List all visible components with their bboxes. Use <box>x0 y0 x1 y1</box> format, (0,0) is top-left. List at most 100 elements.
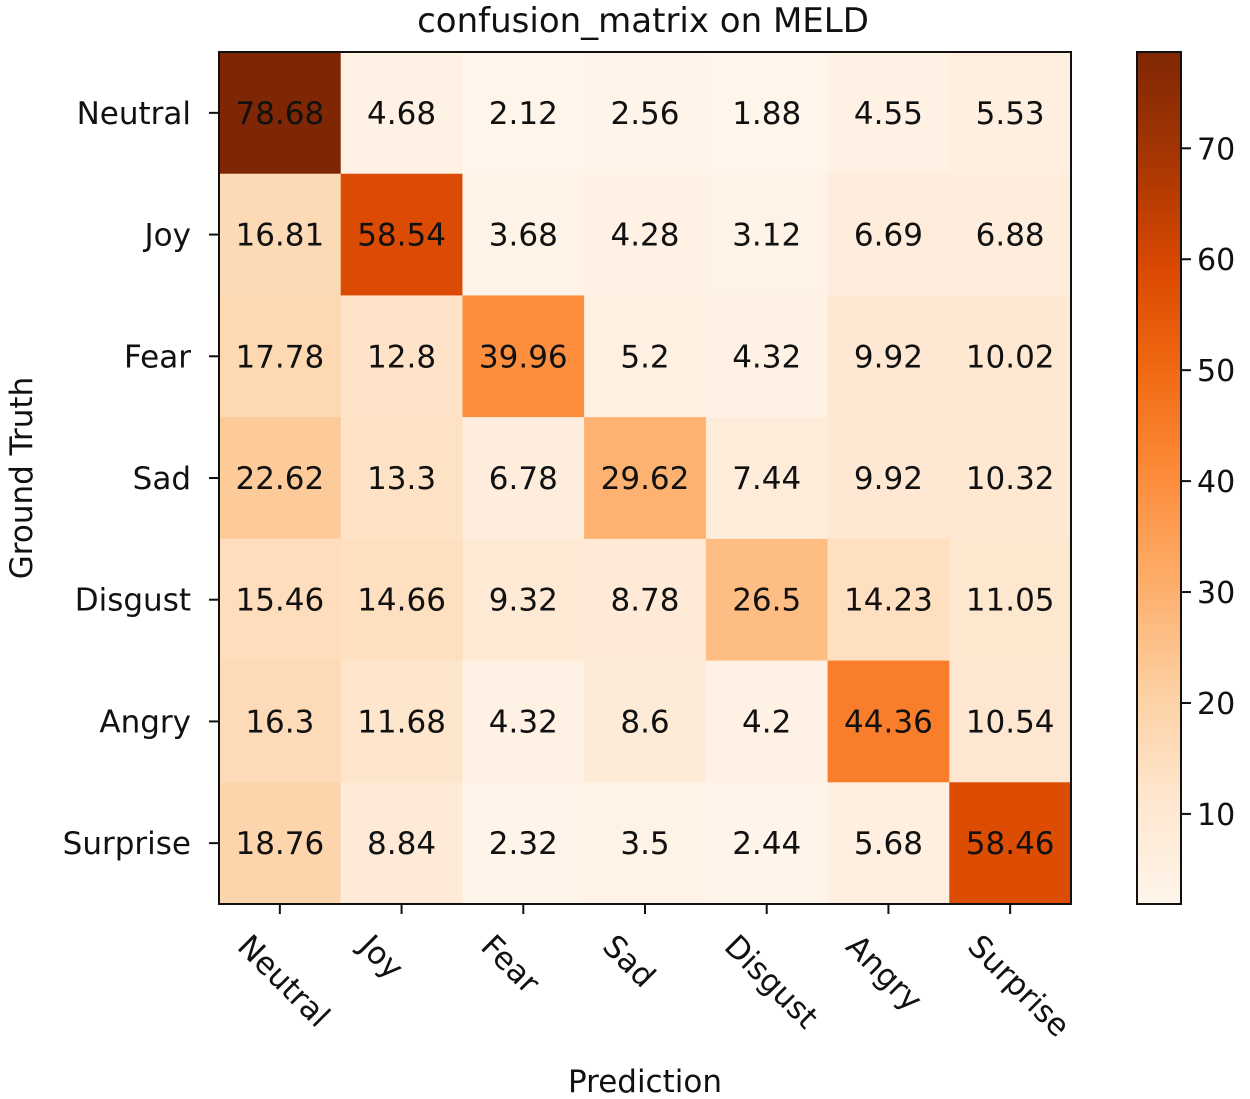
heatmap-cell <box>584 52 707 175</box>
heatmap-cell <box>462 538 585 662</box>
y-tick-label: Disgust <box>75 583 191 619</box>
x-tick-label: Surprise <box>960 928 1076 1044</box>
cell-value-label: 6.69 <box>854 218 923 254</box>
heatmap-cell <box>340 173 463 296</box>
cell-value-label: 5.53 <box>976 96 1045 132</box>
heatmap-cell <box>827 52 950 175</box>
y-tick-label: Neutral <box>77 96 191 132</box>
heatmap-cell <box>219 417 342 540</box>
x-tick-label: Joy <box>351 927 411 987</box>
colorbar-tick-label: 40 <box>1197 465 1235 500</box>
cell-value-label: 8.78 <box>610 583 679 619</box>
heatmap-cell <box>949 538 1072 662</box>
cell-value-label: 4.32 <box>732 339 801 375</box>
heatmap-cell <box>462 660 585 783</box>
heatmap-cell <box>827 417 950 540</box>
heatmap-cell <box>584 660 707 783</box>
y-tick-label: Fear <box>124 339 191 375</box>
cell-value-label: 17.78 <box>235 339 324 375</box>
cell-value-label: 2.44 <box>732 826 801 862</box>
cell-value-label: 8.6 <box>620 704 669 740</box>
colorbar-tick-label: 10 <box>1197 798 1235 833</box>
cell-value-label: 3.68 <box>489 218 558 254</box>
y-axis-ticks: Neutral Joy Fear Sad Disgust Angry Surprise <box>63 96 219 862</box>
heatmap-cells <box>219 52 1072 905</box>
x-tick-label: Neutral <box>230 928 336 1034</box>
colorbar <box>1136 51 1182 905</box>
cell-value-label: 3.12 <box>732 218 801 254</box>
cell-value-label: 26.5 <box>732 583 801 619</box>
cell-value-label: 5.2 <box>620 339 669 375</box>
colorbar-ticks: 10 20 30 40 50 60 70 <box>1181 132 1235 833</box>
heatmap-cell <box>705 295 829 418</box>
heatmap-cell <box>219 538 342 662</box>
colorbar-tick-label: 70 <box>1197 132 1235 167</box>
heatmap-cell <box>340 417 463 540</box>
heatmap-cell <box>340 52 463 175</box>
cell-value-label: 44.36 <box>844 704 933 740</box>
heatmap-cell <box>340 782 463 905</box>
y-axis-label: Ground Truth <box>4 377 40 579</box>
cell-value-labels: 78.68 4.68 2.12 2.56 1.88 4.55 5.53 16.81 58.54 3… <box>235 96 1054 862</box>
cell-value-label: 9.92 <box>854 339 923 375</box>
cell-value-label: 9.32 <box>489 583 558 619</box>
heatmap-cell <box>949 660 1072 783</box>
colorbar-tick-label: 20 <box>1197 687 1235 722</box>
heatmap-cell <box>705 538 829 662</box>
heatmap-cell <box>219 52 342 175</box>
cell-value-label: 11.68 <box>357 704 446 740</box>
cell-value-label: 78.68 <box>235 96 324 132</box>
cell-value-label: 1.88 <box>732 96 801 132</box>
colorbar-tick-label: 30 <box>1197 576 1235 611</box>
x-tick-label: Angry <box>839 928 929 1018</box>
heatmap-cell <box>462 52 585 175</box>
x-tick-label: Sad <box>595 928 662 995</box>
cell-value-label: 4.28 <box>610 218 679 254</box>
y-tick-label: Angry <box>99 704 191 740</box>
cell-value-label: 7.44 <box>732 461 801 497</box>
cell-value-label: 29.62 <box>601 461 690 497</box>
y-tick-label: Sad <box>133 461 191 497</box>
cell-value-label: 2.32 <box>489 826 558 862</box>
cell-value-label: 11.05 <box>966 583 1055 619</box>
heatmap-cell <box>827 538 950 662</box>
heatmap-cell <box>462 782 585 905</box>
cell-value-label: 5.68 <box>854 826 923 862</box>
cell-value-label: 18.76 <box>235 826 324 862</box>
cell-value-label: 16.3 <box>245 704 314 740</box>
cell-value-label: 6.88 <box>976 218 1045 254</box>
heatmap-cell <box>827 660 950 783</box>
cell-value-label: 14.66 <box>357 583 446 619</box>
heatmap-cell <box>340 660 463 783</box>
cell-value-label: 10.32 <box>966 461 1055 497</box>
heatmap-cell <box>705 173 829 296</box>
cell-value-label: 16.81 <box>235 218 324 254</box>
heatmap-cell <box>340 538 463 662</box>
heatmap-cell <box>462 173 585 296</box>
cell-value-label: 4.68 <box>367 96 436 132</box>
heatmap-cell <box>584 173 707 296</box>
cell-value-label: 4.32 <box>489 704 558 740</box>
y-tick-label: Joy <box>143 218 191 254</box>
chart-title: confusion_matrix on MELD <box>417 1 869 41</box>
cell-value-label: 6.78 <box>489 461 558 497</box>
heatmap-cell <box>705 782 829 905</box>
heatmap-cell <box>827 295 950 418</box>
x-tick-label: Fear <box>474 928 547 1001</box>
colorbar-tick-label: 60 <box>1197 243 1235 278</box>
cell-value-label: 12.8 <box>367 339 436 375</box>
heatmap-cell <box>219 295 342 418</box>
y-tick-label: Surprise <box>63 826 191 862</box>
cell-value-label: 10.54 <box>966 704 1055 740</box>
heatmap-cell <box>949 417 1072 540</box>
heatmap-cell <box>584 417 707 540</box>
heatmap-cell <box>949 782 1072 905</box>
heatmap-cell <box>827 782 950 905</box>
heatmap-cell <box>949 295 1072 418</box>
heatmap-cell <box>219 782 342 905</box>
cell-value-label: 58.46 <box>966 826 1055 862</box>
heatmap-cell <box>827 173 950 296</box>
cell-value-label: 3.5 <box>620 826 669 862</box>
heatmap-cell <box>584 538 707 662</box>
